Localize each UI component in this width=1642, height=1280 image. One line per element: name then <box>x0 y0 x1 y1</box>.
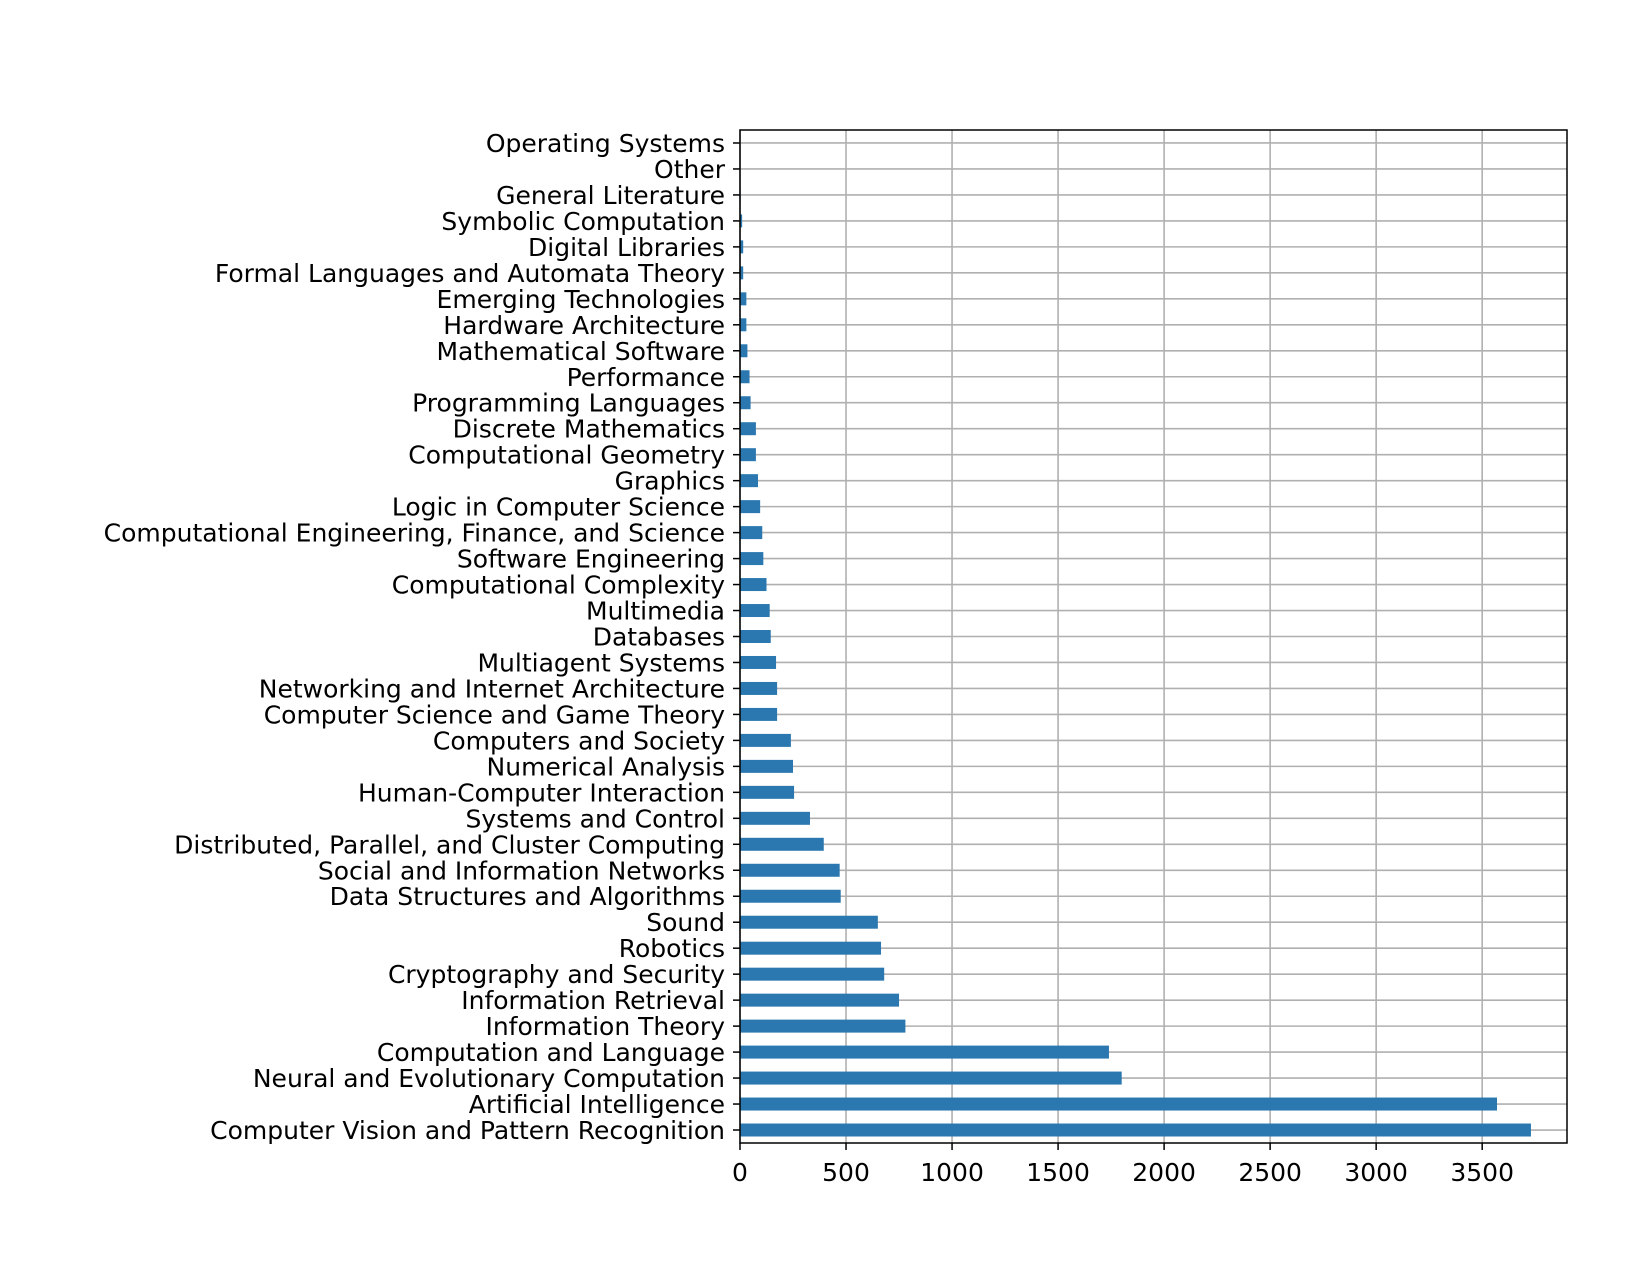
bar <box>740 785 795 799</box>
gridlines <box>739 130 1567 1143</box>
y-tick-label: Graphics <box>615 467 725 496</box>
y-tick-label: Operating Systems <box>486 129 725 158</box>
y-tick-label: Software Engineering <box>457 545 725 574</box>
bar <box>740 526 763 540</box>
y-tick-label: Logic in Computer Science <box>392 493 725 522</box>
x-tick-label: 3000 <box>1344 1158 1408 1187</box>
bar <box>740 370 750 384</box>
y-tick-label: Artificial Intelligence <box>469 1090 725 1119</box>
x-axis-ticks: 0 500 1000 1500 2000 2500 3000 3500 <box>732 1143 1514 1187</box>
y-tick-label: Information Theory <box>485 1012 725 1041</box>
y-axis-ticks: Computer Vision and Pattern RecognitionA… <box>104 129 740 1145</box>
bar <box>740 733 791 747</box>
bar <box>740 707 778 721</box>
bar <box>740 1097 1498 1111</box>
bar <box>740 474 759 488</box>
y-tick-label: Computer Science and Game Theory <box>264 700 726 729</box>
y-tick-label: Neural and Evolutionary Computation <box>253 1064 725 1093</box>
y-tick-label: Human-Computer Interaction <box>358 778 725 807</box>
bar <box>740 837 824 851</box>
bar <box>740 967 885 981</box>
bar <box>740 344 748 358</box>
y-tick-label: Computational Engineering, Finance, and … <box>104 519 725 548</box>
y-tick-label: Networking and Internet Architecture <box>259 674 725 703</box>
bar <box>740 889 841 903</box>
y-tick-label: Multiagent Systems <box>477 648 725 677</box>
y-tick-label: Mathematical Software <box>436 337 725 366</box>
x-tick-label: 1500 <box>1026 1158 1090 1187</box>
y-tick-label: Information Retrieval <box>461 986 725 1015</box>
bar <box>740 578 767 592</box>
y-tick-label: General Literature <box>496 181 725 210</box>
bar <box>740 993 900 1007</box>
bar <box>740 500 761 514</box>
bar <box>740 604 770 618</box>
bar <box>740 292 747 306</box>
y-tick-label: Computational Complexity <box>392 571 725 600</box>
y-tick-label: Numerical Analysis <box>487 752 725 781</box>
x-tick-label: 3500 <box>1450 1158 1514 1187</box>
bar <box>740 655 777 669</box>
y-tick-label: Data Structures and Algorithms <box>330 882 725 911</box>
bar <box>740 630 771 643</box>
y-tick-label: Formal Languages and Automata Theory <box>215 259 725 288</box>
bar <box>740 1045 1109 1059</box>
bars <box>740 136 1531 1137</box>
y-tick-label: Systems and Control <box>465 804 725 833</box>
bar <box>740 266 744 280</box>
bar <box>740 1123 1531 1137</box>
bar <box>740 1071 1122 1085</box>
bar <box>740 318 747 332</box>
y-tick-label: Computational Geometry <box>408 441 725 470</box>
y-tick-label: Emerging Technologies <box>437 285 725 314</box>
y-tick-label: Discrete Mathematics <box>453 415 725 444</box>
y-tick-label: Distributed, Parallel, and Cluster Compu… <box>174 830 725 859</box>
bar <box>740 396 751 410</box>
y-tick-label: Symbolic Computation <box>441 207 725 236</box>
bar <box>740 915 878 929</box>
bar <box>740 759 794 773</box>
x-tick-label: 1000 <box>920 1158 984 1187</box>
y-tick-label: Robotics <box>619 934 725 963</box>
bar <box>740 941 882 955</box>
bar <box>740 811 810 825</box>
y-tick-label: Social and Information Networks <box>318 856 725 885</box>
bar <box>740 240 744 254</box>
bar <box>740 552 764 566</box>
x-tick-label: 2500 <box>1238 1158 1302 1187</box>
y-tick-label: Performance <box>567 363 725 392</box>
y-tick-label: Programming Languages <box>412 389 725 418</box>
y-tick-label: Multimedia <box>586 597 725 626</box>
y-tick-label: Computer Vision and Pattern Recognition <box>210 1116 725 1145</box>
y-tick-label: Hardware Architecture <box>443 311 725 340</box>
y-tick-label: Sound <box>646 908 725 937</box>
y-tick-label: Computation and Language <box>377 1038 725 1067</box>
bar <box>740 681 778 695</box>
y-tick-label: Digital Libraries <box>528 233 725 262</box>
bar <box>740 448 756 462</box>
bar <box>740 214 743 228</box>
x-tick-label: 2000 <box>1132 1158 1196 1187</box>
bar <box>740 422 756 436</box>
x-tick-label: 0 <box>732 1158 748 1187</box>
bar <box>740 863 840 877</box>
y-tick-label: Other <box>654 155 726 184</box>
y-tick-label: Computers and Society <box>433 726 725 755</box>
x-tick-label: 500 <box>822 1158 870 1187</box>
y-tick-label: Cryptography and Security <box>388 960 725 989</box>
bar <box>740 1019 906 1033</box>
y-tick-label: Databases <box>593 623 725 652</box>
